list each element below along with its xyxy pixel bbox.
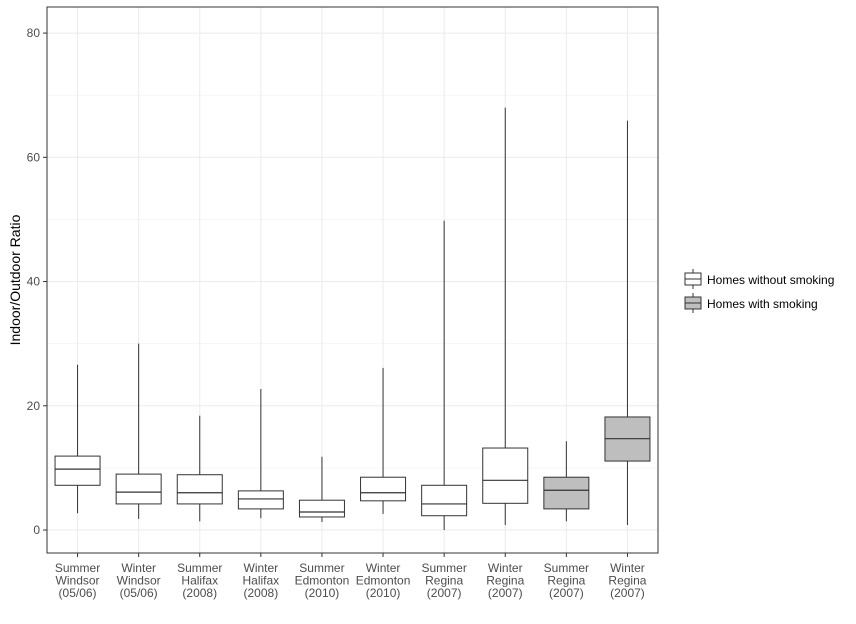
- box: [298, 499, 345, 518]
- y-tick-label: 40: [27, 275, 41, 289]
- box: [237, 490, 284, 510]
- box: [54, 455, 101, 486]
- legend-label: Homes without smoking: [707, 273, 834, 287]
- panel-border: [46, 6, 659, 554]
- box: [421, 484, 468, 517]
- y-tick-label: 80: [27, 26, 41, 40]
- x-tick-label: (2007): [549, 586, 584, 600]
- x-tick-label: Winter: [366, 561, 401, 575]
- x-tick-label: Summer: [299, 561, 344, 575]
- x-tick-label: Windsor: [117, 574, 161, 588]
- x-tick-label: (2007): [610, 586, 645, 600]
- x-tick-label: (2007): [427, 586, 462, 600]
- x-tick-label: Winter: [121, 561, 156, 575]
- x-tick-label: (2008): [244, 586, 279, 600]
- box: [482, 447, 529, 504]
- x-tick-label: Summer: [544, 561, 589, 575]
- x-tick-label: Winter: [244, 561, 279, 575]
- x-tick-label: Regina: [425, 574, 463, 588]
- box: [115, 473, 162, 505]
- x-tick-label: (05/06): [120, 586, 158, 600]
- x-tick-label: Edmonton: [295, 574, 350, 588]
- x-tick-label: (2007): [488, 586, 523, 600]
- x-tick-label: Summer: [177, 561, 222, 575]
- x-tick-label: Summer: [421, 561, 466, 575]
- y-tick-label: 60: [27, 150, 41, 164]
- x-tick-label: Halifax: [243, 574, 280, 588]
- legend-label: Homes with smoking: [707, 297, 818, 311]
- x-tick-label: Winter: [610, 561, 645, 575]
- y-axis-label: Indoor/Outdoor Ratio: [7, 214, 23, 345]
- x-tick-label: Regina: [486, 574, 524, 588]
- x-tick-label: Regina: [547, 574, 585, 588]
- y-tick-label: 0: [33, 523, 40, 537]
- x-tick-label: (05/06): [59, 586, 97, 600]
- x-tick-label: Summer: [55, 561, 100, 575]
- x-tick-label: (2008): [182, 586, 217, 600]
- x-tick-label: (2010): [366, 586, 401, 600]
- x-tick-label: Halifax: [181, 574, 218, 588]
- box: [360, 476, 407, 502]
- x-tick-label: Winter: [488, 561, 523, 575]
- x-tick-label: Edmonton: [356, 574, 411, 588]
- x-tick-label: Windsor: [56, 574, 100, 588]
- x-tick-label: (2010): [305, 586, 340, 600]
- x-tick-label: Regina: [608, 574, 646, 588]
- box: [176, 474, 223, 505]
- box: [543, 476, 590, 510]
- y-tick-label: 20: [27, 399, 41, 413]
